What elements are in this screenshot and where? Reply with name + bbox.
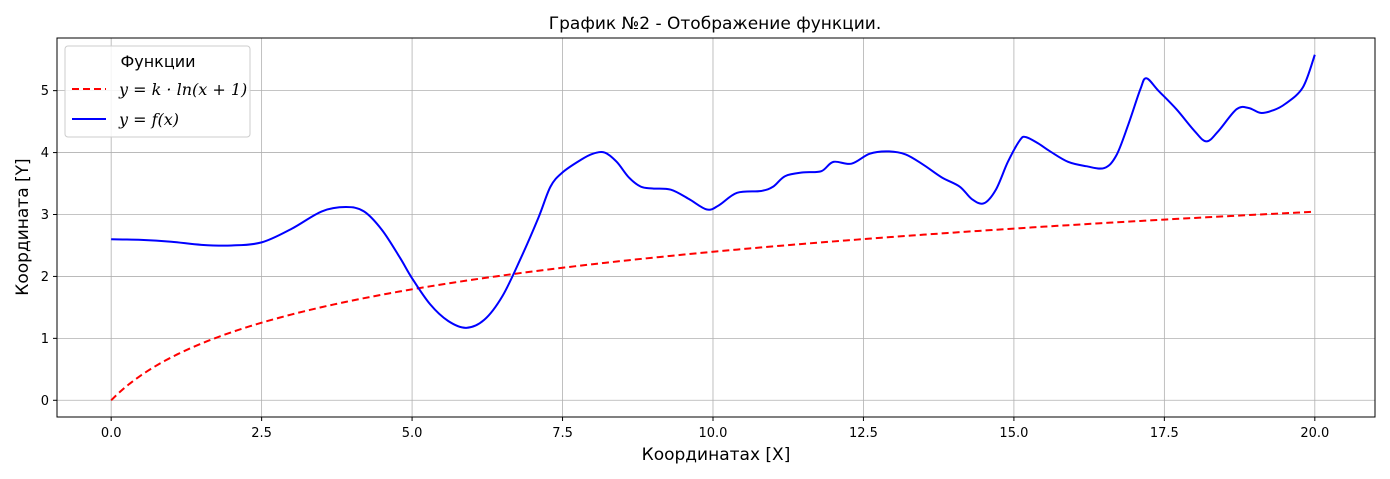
chart-title: График №2 - Отображение функции.: [549, 14, 882, 34]
plot-frame: [56, 37, 1376, 418]
grid: [57, 38, 1375, 417]
legend-entry-f: y = f(x): [118, 110, 179, 129]
y-tick-label: 0: [41, 394, 49, 409]
legend: Функции y = k · ln(x + 1) y = f(x): [64, 45, 251, 138]
legend-box: [64, 45, 251, 138]
y-tick-label: 1: [41, 332, 49, 347]
y-tick-label: 3: [41, 208, 49, 223]
x-tick-label: 17.5: [1150, 426, 1179, 441]
x-tick-label: 2.5: [251, 426, 272, 441]
y-tick-label: 4: [41, 146, 49, 161]
y-tick-label: 5: [41, 84, 49, 99]
y-tick-label: 2: [41, 270, 49, 285]
y-ticks: 0 1 2 3 4 5: [41, 84, 57, 409]
x-tick-label: 0.0: [101, 426, 122, 441]
x-tick-label: 15.0: [999, 426, 1028, 441]
x-tick-label: 20.0: [1300, 426, 1329, 441]
series-layer: [110, 54, 1316, 401]
x-tick-label: 5.0: [402, 426, 423, 441]
x-tick-label: 7.5: [552, 426, 573, 441]
x-axis-label: Координатах [X]: [642, 445, 791, 465]
legend-entry-log: y = k · ln(x + 1): [118, 80, 247, 99]
series-line-log: [110, 210, 1315, 401]
x-tick-label: 12.5: [849, 426, 878, 441]
series-line-f: [111, 54, 1316, 329]
x-ticks: 0.0 2.5 5.0 7.5 10.0 12.5 15.0 17.5 20.0: [101, 417, 1329, 441]
y-axis-label: Координата [Y]: [13, 158, 33, 295]
x-tick-label: 10.0: [699, 426, 728, 441]
legend-title: Функции: [120, 52, 195, 71]
